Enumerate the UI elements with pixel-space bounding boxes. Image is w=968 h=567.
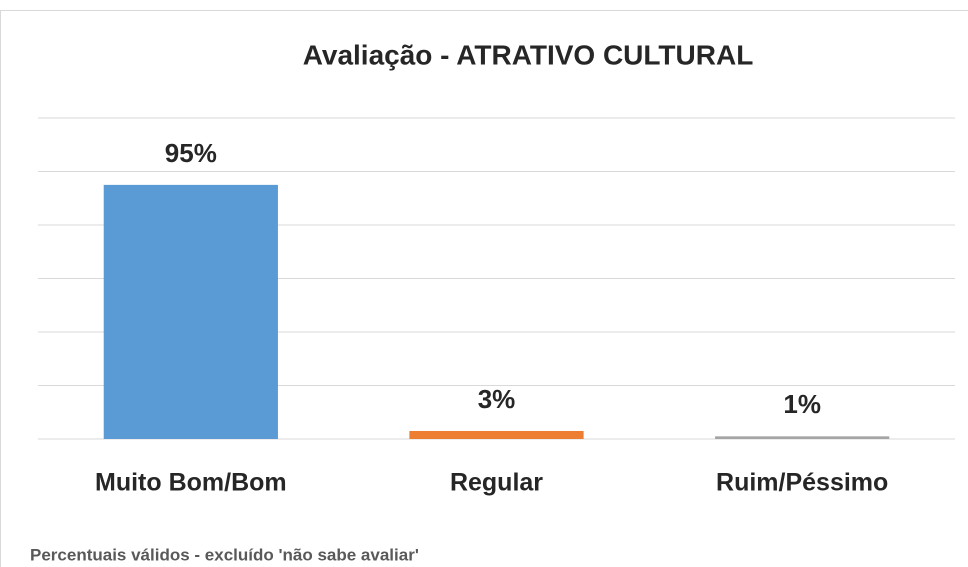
- footnote: Percentuais válidos - excluído 'não sabe…: [30, 545, 419, 564]
- bar: [715, 436, 890, 439]
- chart-title: Avaliação - ATRATIVO CULTURAL: [303, 39, 754, 70]
- bar: [409, 430, 584, 439]
- x-tick-label: Muito Bom/Bom: [95, 469, 287, 497]
- data-label: 3%: [478, 384, 516, 414]
- chart-border: [0, 10, 968, 567]
- data-label: 1%: [783, 389, 821, 419]
- x-tick-label: Regular: [450, 469, 543, 497]
- data-label: 95%: [165, 138, 217, 168]
- x-tick-label: Ruim/Péssimo: [716, 469, 888, 497]
- bar: [103, 184, 278, 439]
